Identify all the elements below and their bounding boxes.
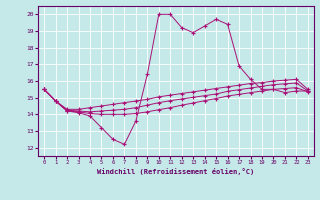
- X-axis label: Windchill (Refroidissement éolien,°C): Windchill (Refroidissement éolien,°C): [97, 168, 255, 175]
